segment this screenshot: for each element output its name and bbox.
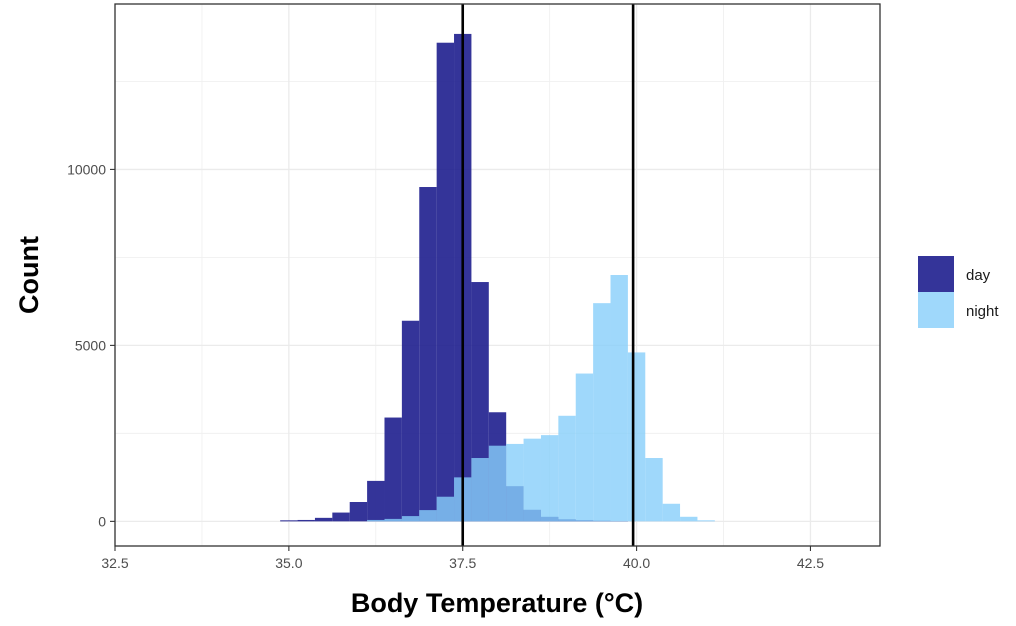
- bar-day: [298, 520, 315, 521]
- bar-night: [437, 497, 454, 522]
- y-axis-title: Count: [14, 236, 44, 314]
- legend-key-night: [918, 292, 954, 328]
- bar-day: [384, 418, 401, 522]
- bar-day: [402, 321, 419, 522]
- bar-night: [489, 446, 506, 522]
- bar-night: [506, 444, 523, 521]
- bar-night: [576, 374, 593, 522]
- bar-night: [471, 458, 488, 521]
- bar-night: [680, 517, 697, 522]
- legend-key-day: [918, 256, 954, 292]
- bar-night: [628, 352, 645, 521]
- x-tick-label: 42.5: [797, 555, 824, 571]
- bar-night: [663, 504, 680, 522]
- bar-day: [437, 43, 454, 522]
- bar-day: [315, 518, 332, 522]
- legend: day night: [918, 256, 999, 328]
- bar-day: [332, 513, 349, 522]
- x-tick-label: 40.0: [623, 555, 650, 571]
- x-tick-label: 37.5: [449, 555, 476, 571]
- bar-night: [593, 303, 610, 521]
- x-tick-label: 32.5: [101, 555, 128, 571]
- bar-night: [697, 520, 714, 521]
- bar-night: [524, 439, 541, 522]
- legend-label-night: night: [966, 303, 999, 320]
- bar-night: [645, 458, 662, 521]
- bar-night: [419, 510, 436, 521]
- legend-label-day: day: [966, 267, 991, 284]
- bar-night: [558, 416, 575, 522]
- y-tick-label: 0: [98, 513, 106, 529]
- y-tick-label: 10000: [67, 161, 106, 177]
- bar-night: [402, 516, 419, 521]
- bar-day: [350, 502, 367, 521]
- bar-night: [611, 275, 628, 521]
- x-tick-label: 35.0: [275, 555, 302, 571]
- y-tick-label: 5000: [75, 337, 106, 353]
- bar-night: [384, 519, 401, 521]
- bar-day: [367, 481, 384, 521]
- x-axis-title: Body Temperature (°C): [351, 588, 643, 618]
- bar-night: [541, 435, 558, 521]
- bar-night: [367, 520, 384, 521]
- bar-day: [419, 187, 436, 521]
- bar-day: [280, 520, 297, 521]
- bars-layer: [280, 34, 715, 521]
